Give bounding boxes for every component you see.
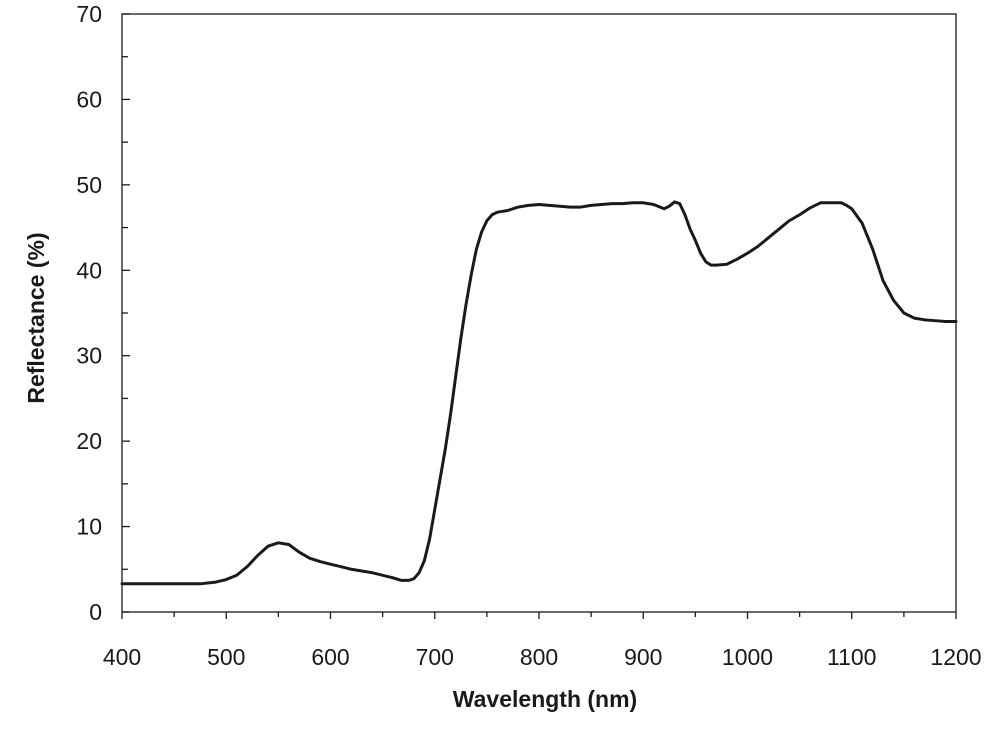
x-tick-label: 400 <box>103 644 141 670</box>
x-tick-label: 500 <box>207 644 245 670</box>
x-axis-tick-labels: 400 500 600 700 800 900 1000 1100 1200 <box>103 644 982 670</box>
y-tick-label: 20 <box>76 428 102 454</box>
reflectance-series-line <box>120 200 958 586</box>
y-tick-label: 0 <box>89 599 102 625</box>
x-axis-title: Wavelength (nm) <box>453 686 637 712</box>
y-tick-label: 40 <box>76 257 102 283</box>
x-axis-ticks <box>121 612 957 619</box>
y-axis-ticks <box>122 13 130 613</box>
plot-area-frame <box>121 13 957 613</box>
y-axis-title: Reflectance (%) <box>23 232 49 403</box>
x-tick-label: 1000 <box>722 644 773 670</box>
x-tick-label: 900 <box>624 644 662 670</box>
x-tick-label: 1200 <box>930 644 981 670</box>
y-tick-label: 30 <box>76 343 102 369</box>
x-tick-label: 700 <box>416 644 454 670</box>
x-tick-label: 1100 <box>827 644 876 670</box>
y-tick-label: 70 <box>76 1 102 27</box>
y-tick-label: 10 <box>76 514 102 540</box>
y-axis-tick-labels: 0 10 20 30 40 50 60 70 <box>76 1 102 625</box>
x-tick-label: 600 <box>311 644 349 670</box>
x-tick-label: 800 <box>520 644 558 670</box>
y-tick-label: 50 <box>76 172 102 198</box>
y-tick-label: 60 <box>76 86 102 112</box>
